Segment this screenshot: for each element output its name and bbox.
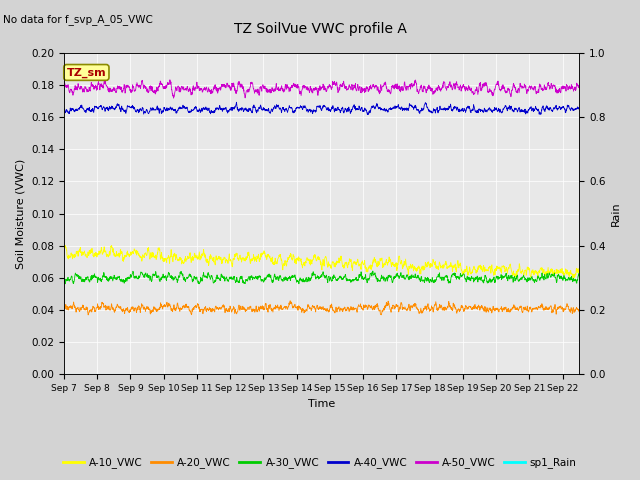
Y-axis label: Rain: Rain <box>611 201 621 226</box>
Text: TZ SoilVue VWC profile A: TZ SoilVue VWC profile A <box>234 22 406 36</box>
Text: TZ_sm: TZ_sm <box>67 67 106 78</box>
Y-axis label: Soil Moisture (VWC): Soil Moisture (VWC) <box>15 158 26 269</box>
Legend: A-10_VWC, A-20_VWC, A-30_VWC, A-40_VWC, A-50_VWC, sp1_Rain: A-10_VWC, A-20_VWC, A-30_VWC, A-40_VWC, … <box>59 453 581 472</box>
Text: No data for f_svp_A_05_VWC: No data for f_svp_A_05_VWC <box>3 14 153 25</box>
X-axis label: Time: Time <box>308 399 335 408</box>
